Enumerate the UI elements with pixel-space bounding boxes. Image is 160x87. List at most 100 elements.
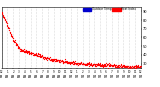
Point: [116, 66, 118, 68]
Point: [108, 64, 111, 65]
Point: [80, 62, 83, 63]
Point: [90, 63, 92, 64]
Point: [30, 53, 33, 54]
Point: [105, 64, 108, 65]
Point: [38, 54, 41, 55]
Point: [46, 56, 49, 57]
Point: [55, 58, 57, 59]
Point: [35, 54, 38, 55]
Point: [66, 61, 68, 62]
Point: [56, 60, 59, 61]
Point: [26, 52, 28, 53]
Point: [21, 51, 24, 52]
Point: [76, 62, 79, 64]
Point: [126, 66, 129, 68]
Point: [79, 63, 81, 64]
Point: [68, 62, 70, 63]
Point: [139, 65, 142, 66]
Point: [111, 65, 113, 66]
Point: [116, 65, 119, 66]
Point: [51, 58, 53, 59]
Point: [5, 22, 7, 23]
Point: [104, 64, 106, 66]
Point: [136, 65, 138, 67]
Point: [10, 35, 13, 36]
Point: [23, 49, 25, 50]
Point: [50, 59, 52, 61]
Point: [135, 65, 137, 66]
Point: [44, 57, 47, 58]
Point: [26, 50, 29, 52]
Point: [125, 65, 127, 67]
Point: [25, 49, 27, 51]
Point: [94, 65, 96, 66]
Point: [21, 49, 23, 51]
Point: [125, 65, 128, 67]
Point: [57, 60, 60, 62]
Point: [133, 65, 136, 67]
Point: [27, 52, 30, 53]
Point: [13, 40, 16, 41]
Point: [40, 55, 42, 57]
Point: [59, 61, 61, 62]
Point: [92, 65, 94, 66]
Point: [10, 35, 13, 36]
Point: [63, 61, 66, 62]
Point: [97, 64, 100, 65]
Point: [130, 67, 132, 68]
Point: [104, 65, 106, 66]
Point: [68, 62, 71, 64]
Point: [29, 52, 31, 53]
Point: [135, 66, 138, 68]
Point: [52, 61, 54, 62]
Point: [84, 64, 86, 66]
Point: [18, 48, 21, 49]
Point: [92, 64, 95, 65]
Point: [52, 60, 55, 61]
Point: [42, 58, 44, 59]
Point: [86, 62, 88, 63]
Point: [137, 66, 140, 67]
Point: [55, 60, 58, 61]
Point: [58, 60, 61, 61]
Point: [80, 62, 82, 63]
Point: [101, 64, 103, 66]
Point: [15, 43, 18, 44]
Point: [19, 49, 22, 50]
Point: [12, 40, 15, 42]
Point: [101, 65, 104, 66]
Point: [64, 62, 67, 63]
Point: [41, 56, 43, 57]
Point: [110, 65, 112, 66]
Point: [79, 63, 82, 64]
Point: [81, 63, 84, 64]
Point: [11, 36, 13, 37]
Point: [128, 66, 131, 67]
Point: [55, 59, 57, 60]
Point: [36, 54, 38, 56]
Point: [2, 16, 5, 18]
Point: [31, 52, 34, 54]
Point: [1, 12, 3, 13]
Point: [105, 65, 107, 66]
Point: [83, 64, 85, 65]
Point: [67, 62, 69, 63]
Point: [109, 66, 112, 67]
Point: [126, 67, 129, 68]
Point: [74, 62, 76, 63]
Point: [73, 62, 76, 63]
Point: [53, 58, 55, 60]
Point: [0, 12, 3, 13]
Point: [47, 58, 49, 59]
Point: [38, 53, 40, 55]
Point: [137, 65, 139, 67]
Point: [7, 27, 10, 29]
Point: [64, 62, 67, 63]
Point: [8, 28, 10, 29]
Point: [15, 43, 17, 45]
Point: [19, 50, 21, 51]
Point: [139, 66, 141, 68]
Point: [48, 58, 51, 59]
Point: [87, 63, 90, 65]
Point: [65, 62, 68, 63]
